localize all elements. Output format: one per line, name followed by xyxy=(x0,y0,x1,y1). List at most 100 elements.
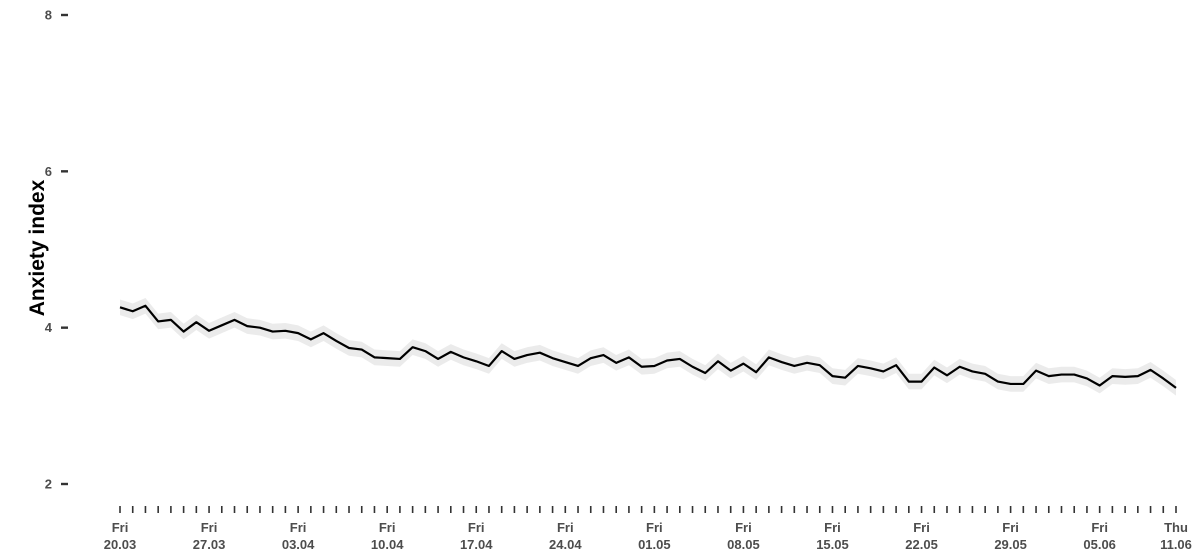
data-point xyxy=(450,351,452,353)
data-point xyxy=(234,319,236,321)
data-point xyxy=(1099,385,1101,387)
data-point xyxy=(1073,374,1075,376)
x-tick-day-label: Fri xyxy=(824,520,841,535)
x-tick-day-label: Fri xyxy=(112,520,129,535)
x-tick-day-label: Fri xyxy=(1002,520,1019,535)
x-tick-day-label: Fri xyxy=(1091,520,1108,535)
data-point xyxy=(679,358,681,360)
data-point xyxy=(132,310,134,312)
x-tick-date-label: 22.05 xyxy=(905,537,938,552)
x-tick-date-label: 24.04 xyxy=(549,537,582,552)
y-axis-label: Anxiety index xyxy=(26,179,49,316)
data-point xyxy=(157,320,159,322)
data-point xyxy=(1150,369,1152,371)
data-point xyxy=(348,347,350,349)
data-point xyxy=(552,357,554,359)
x-tick-day-label: Fri xyxy=(913,520,930,535)
data-point xyxy=(870,367,872,369)
x-tick-date-label: 20.03 xyxy=(104,537,137,552)
data-point xyxy=(475,360,477,362)
data-point xyxy=(895,364,897,366)
data-point xyxy=(819,364,821,366)
x-axis: Fri 20.03 Fri 27.03 Fri 03.04 Fri 10.04 Fri 17.04… xyxy=(104,506,1192,552)
data-point xyxy=(641,366,643,368)
data-point xyxy=(1010,383,1012,385)
data-point xyxy=(513,358,515,360)
data-point xyxy=(1048,375,1050,377)
data-point xyxy=(997,381,999,383)
y-tick-label: 4 xyxy=(45,320,53,335)
x-tick-date-label: 10.04 xyxy=(371,537,404,552)
data-point xyxy=(1060,374,1062,376)
data-point xyxy=(984,373,986,375)
data-point xyxy=(488,365,490,367)
data-point xyxy=(310,338,312,340)
data-point xyxy=(857,365,859,367)
x-tick-date-label: 27.03 xyxy=(193,537,226,552)
data-point xyxy=(463,356,465,358)
data-point xyxy=(539,352,541,354)
data-point xyxy=(361,349,363,351)
data-point xyxy=(577,365,579,367)
x-tick-day-label: Fri xyxy=(290,520,307,535)
data-point xyxy=(412,346,414,348)
data-point xyxy=(170,319,172,321)
data-point xyxy=(424,350,426,352)
data-point xyxy=(590,357,592,359)
data-point xyxy=(793,365,795,367)
x-tick-date-label: 15.05 xyxy=(816,537,849,552)
data-point xyxy=(335,340,337,342)
data-point xyxy=(768,356,770,358)
data-point xyxy=(1111,375,1113,377)
data-point xyxy=(1035,370,1037,372)
confidence-band xyxy=(120,297,1176,396)
x-tick-date-label: 08.05 xyxy=(727,537,760,552)
data-point xyxy=(259,327,261,329)
data-point xyxy=(373,356,375,358)
data-point xyxy=(704,372,706,374)
y-tick-label: 2 xyxy=(45,477,52,492)
data-point xyxy=(730,370,732,372)
data-point xyxy=(742,363,744,365)
data-point xyxy=(1086,377,1088,379)
data-point xyxy=(272,331,274,333)
data-point xyxy=(246,325,248,327)
data-point xyxy=(208,330,210,332)
data-point xyxy=(653,365,655,367)
data-point xyxy=(195,321,197,323)
data-point xyxy=(144,305,146,307)
x-tick-day-label: Thu xyxy=(1164,520,1188,535)
data-point xyxy=(692,366,694,368)
data-point xyxy=(933,367,935,369)
data-point xyxy=(437,358,439,360)
x-tick-day-label: Fri xyxy=(557,520,574,535)
data-point xyxy=(602,354,604,356)
x-tick-date-label: 03.04 xyxy=(282,537,315,552)
y-tick-label: 6 xyxy=(45,164,52,179)
data-point xyxy=(717,360,719,362)
x-tick-date-label: 11.06 xyxy=(1160,537,1192,552)
data-point xyxy=(284,330,286,332)
data-point xyxy=(831,375,833,377)
x-tick-day-label: Fri xyxy=(379,520,396,535)
data-point xyxy=(844,377,846,379)
data-point xyxy=(959,366,961,368)
data-point xyxy=(1175,387,1177,389)
data-point xyxy=(1022,383,1024,385)
data-point xyxy=(971,370,973,372)
data-point xyxy=(666,359,668,361)
y-axis: 2 4 6 8 xyxy=(45,8,68,492)
x-tick-day-label: Fri xyxy=(468,520,485,535)
data-point xyxy=(615,362,617,364)
x-tick-date-label: 01.05 xyxy=(638,537,671,552)
series-line xyxy=(119,304,1177,389)
data-point xyxy=(628,356,630,358)
data-point xyxy=(921,381,923,383)
data-point xyxy=(1137,375,1139,377)
plot-area xyxy=(119,297,1177,396)
data-point xyxy=(221,324,223,326)
data-point xyxy=(386,357,388,359)
x-tick-day-label: Fri xyxy=(646,520,663,535)
data-point xyxy=(526,354,528,356)
x-tick-date-label: 05.06 xyxy=(1083,537,1116,552)
